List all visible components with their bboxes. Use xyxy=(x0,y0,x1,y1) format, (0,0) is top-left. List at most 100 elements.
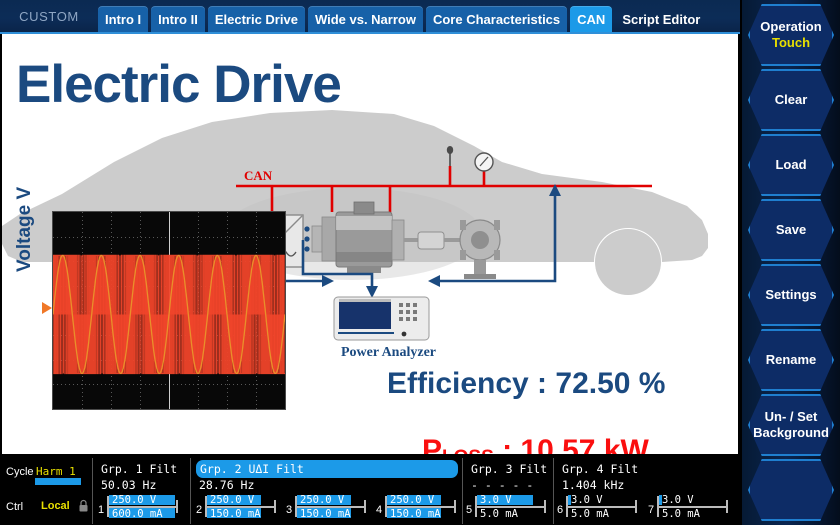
tab-electric-drive[interactable]: Electric Drive xyxy=(207,6,305,33)
sidebar-button-settings[interactable]: Settings xyxy=(748,264,834,326)
channel-voltage-bar xyxy=(568,495,571,505)
channel-voltage-bar xyxy=(659,495,662,505)
hex-shape: Load xyxy=(748,134,834,196)
channel-bracket-end xyxy=(544,500,546,513)
group-title[interactable]: Grp. 4 Filt xyxy=(562,462,639,476)
cycle-value[interactable]: Harm 1 xyxy=(36,465,76,478)
main-canvas: CAN xyxy=(2,34,738,454)
can-bus-label: CAN xyxy=(244,168,273,183)
channel-scale-line xyxy=(205,506,275,508)
tab-underline xyxy=(0,32,740,34)
efficiency-value: 72.50 % xyxy=(555,367,666,400)
tab-can[interactable]: CAN xyxy=(570,6,613,33)
sidebar-button-rename[interactable]: Rename xyxy=(748,329,834,391)
ploss-subscript: LOSS xyxy=(442,447,494,454)
channel-voltage-value[interactable]: 3.0 V xyxy=(662,494,694,506)
sidebar-button-label: Operation xyxy=(760,18,822,34)
antenna-icon xyxy=(446,146,454,166)
channel-bracket-end xyxy=(726,500,728,513)
tab-wide-vs-narrow[interactable]: Wide vs. Narrow xyxy=(307,6,423,33)
hex-shape xyxy=(748,459,834,521)
channel-current-value[interactable]: 150.0 mA xyxy=(390,508,441,520)
sidebar-button-sublabel: Background xyxy=(753,425,829,440)
sidebar-button-empty-7[interactable] xyxy=(748,459,834,521)
sidebar-button-save[interactable]: Save xyxy=(748,199,834,261)
group-title[interactable]: Grp. 3 Filt xyxy=(471,462,548,476)
ploss-separator: : xyxy=(493,434,521,454)
channel-number: 3 xyxy=(286,504,293,516)
sidebar-button-un-set[interactable]: Un- / Set Background xyxy=(748,394,834,456)
channel-voltage-value[interactable]: 250.0 V xyxy=(112,494,157,506)
sidebar-button-label: Un- / Set xyxy=(764,408,818,424)
ploss-prefix: P xyxy=(422,434,443,454)
channel-current-bar xyxy=(297,508,351,518)
channel-number: 4 xyxy=(376,504,383,516)
channel-scale-line xyxy=(475,506,545,508)
channel-current-bar xyxy=(387,508,441,518)
cycle-label: Cycle xyxy=(6,466,34,478)
channel-current-value[interactable]: 5.0 mA xyxy=(662,508,700,520)
tab-bar: CUSTOM Intro I Intro II Electric Drive Wide… xyxy=(0,0,740,33)
efficiency-label: Efficiency : xyxy=(387,367,556,400)
channel-bracket-end xyxy=(364,500,366,513)
channel-voltage-value[interactable]: 250.0 V xyxy=(390,494,435,506)
scope-display[interactable] xyxy=(52,211,286,410)
hex-shape: Clear xyxy=(748,69,834,131)
power-analyzer-icon xyxy=(333,296,430,341)
channel-voltage-value[interactable]: 250.0 V xyxy=(300,494,345,506)
tab-script-editor[interactable]: Script Editor xyxy=(622,12,701,27)
channel-voltage-bar xyxy=(387,495,441,505)
channel-number: 7 xyxy=(648,504,655,516)
status-bar: Cycle Harm 1 Ctrl Local Grp. 1 Filt 50.03… xyxy=(0,456,740,525)
custom-label: CUSTOM xyxy=(19,9,79,24)
channel-current-value[interactable]: 150.0 mA xyxy=(300,508,351,520)
group-frequency: 50.03 Hz xyxy=(101,478,157,492)
status-divider xyxy=(92,458,93,524)
channel-number: 6 xyxy=(557,504,564,516)
trigger-marker-icon xyxy=(42,302,52,314)
group-title[interactable]: Grp. 2 UΔI Filt xyxy=(196,460,458,478)
channel-current-value[interactable]: 5.0 mA xyxy=(571,508,609,520)
group-frequency: 28.76 Hz xyxy=(199,478,255,492)
cycle-bar xyxy=(35,478,81,485)
channel-voltage-value[interactable]: 250.0 V xyxy=(210,494,255,506)
tab-list: Intro I Intro II Electric Drive Wide vs. Na… xyxy=(98,6,710,33)
inverter-output-terminals xyxy=(304,226,310,252)
channel-current-bar xyxy=(207,508,261,518)
scope-plot-area[interactable] xyxy=(52,211,286,410)
sidebar-button-label: Settings xyxy=(765,286,817,302)
channel-current-bar xyxy=(109,508,175,518)
sidebar-button-operation[interactable]: Operation Touch xyxy=(748,4,834,66)
channel-bracket-end xyxy=(274,500,276,513)
ctrl-value[interactable]: Local xyxy=(41,500,70,512)
hex-shape: Operation Touch xyxy=(748,4,834,66)
channel-voltage-value[interactable]: 3.0 V xyxy=(571,494,603,506)
channel-voltage-bar xyxy=(109,495,175,505)
group-title[interactable]: Grp. 1 Filt xyxy=(101,462,178,476)
sidebar-button-label: Clear xyxy=(774,91,808,107)
sidebar-button-label: Save xyxy=(775,221,807,237)
rear-wheel-arch xyxy=(595,229,661,295)
group-frequency: - - - - - xyxy=(471,478,534,492)
channel-current-value[interactable]: 5.0 mA xyxy=(480,508,518,520)
hex-shape: Settings xyxy=(748,264,834,326)
channel-current-value[interactable]: 600.0 mA xyxy=(112,508,163,520)
power-analyzer-label: Power Analyzer xyxy=(341,345,436,360)
tab-core-characteristics[interactable]: Core Characteristics xyxy=(425,6,568,33)
motor-icon xyxy=(311,201,462,273)
channel-voltage-bar xyxy=(477,495,533,505)
status-divider xyxy=(462,458,463,524)
power-loss-readout: PLOSS : 10.57 kW xyxy=(422,434,649,454)
tab-intro-i[interactable]: Intro I xyxy=(98,6,149,33)
channel-bracket-end xyxy=(635,500,637,513)
channel-number: 5 xyxy=(466,504,473,516)
channel-current-value[interactable]: 150.0 mA xyxy=(210,508,261,520)
tab-intro-ii[interactable]: Intro II xyxy=(151,6,205,33)
hex-shape: Rename xyxy=(748,329,834,391)
channel-voltage-value[interactable]: 3.0 V xyxy=(480,494,512,506)
sidebar-button-clear[interactable]: Clear xyxy=(748,69,834,131)
channel-scale-line xyxy=(657,506,727,508)
sidebar-button-load[interactable]: Load xyxy=(748,134,834,196)
wiring-arrowheads xyxy=(322,184,561,298)
